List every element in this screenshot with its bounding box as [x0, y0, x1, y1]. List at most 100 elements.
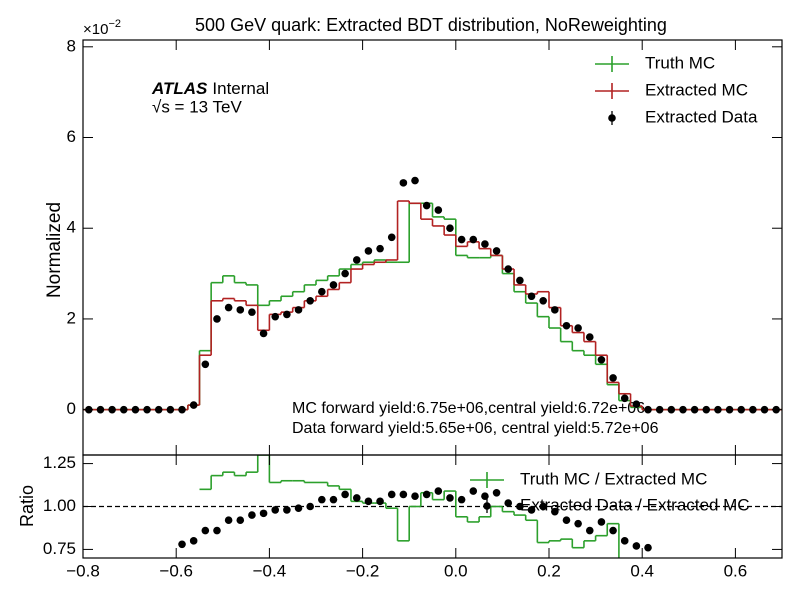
data-point: [259, 509, 268, 518]
y-axis-label: Normalized: [44, 202, 65, 298]
data-point: [539, 502, 547, 511]
data-point: [481, 492, 489, 501]
data-point: [329, 281, 338, 289]
data-point: [271, 506, 280, 514]
data-point: [259, 329, 268, 338]
annotation: Data forward yield:5.65e+06, central yie…: [292, 420, 659, 437]
data-point: [236, 516, 245, 525]
data-point: [341, 269, 349, 278]
data-point: [213, 526, 221, 535]
data-point: [609, 526, 617, 535]
y-tick-label: 4: [67, 218, 76, 237]
data-point: [492, 247, 501, 255]
data-point: [224, 516, 233, 525]
data-point: [562, 516, 571, 525]
main-plot: [83, 176, 782, 414]
data-point: [399, 490, 408, 499]
data-point: [329, 495, 338, 504]
y-tick-label: 1.00: [43, 496, 76, 515]
data-point: [387, 490, 396, 499]
y-axis-label: Ratio: [17, 485, 37, 527]
data-point: [620, 394, 629, 403]
data-point: [294, 306, 303, 314]
data-point: [294, 504, 303, 513]
data-point: [457, 235, 466, 244]
data-point: [364, 497, 373, 506]
data-point: [422, 490, 431, 499]
legend-label: Truth MC: [645, 53, 715, 72]
data-point: [376, 497, 384, 506]
multiplier-exponent: −2: [108, 18, 121, 30]
data-point: [551, 507, 559, 516]
data-point: [516, 502, 524, 511]
data-point: [352, 256, 361, 264]
data-point: [446, 224, 454, 233]
data-point: [131, 405, 140, 414]
data-point: [585, 526, 594, 535]
y-tick-label: 2: [67, 308, 76, 327]
x-tick-label: −0.8: [66, 561, 100, 580]
data-point: [434, 487, 443, 495]
data-point: [411, 492, 419, 501]
data-point: [562, 321, 571, 330]
data-point: [387, 233, 396, 242]
data-point: [644, 543, 652, 552]
data-point: [434, 206, 443, 214]
data-point: [446, 494, 454, 502]
legend-label: Extracted MC: [645, 80, 748, 99]
data-point: [411, 176, 419, 185]
data-point: [760, 405, 769, 414]
data-point: [655, 405, 664, 414]
data-point: [597, 518, 606, 526]
data-point: [352, 494, 361, 502]
x-tick-label: 0.6: [724, 561, 748, 580]
data-point: [201, 360, 210, 369]
ratio-plot: [83, 455, 782, 558]
data-point: [224, 303, 233, 312]
data-point: [667, 405, 676, 414]
legend-label: Extracted Data: [645, 107, 758, 126]
data-point: [737, 405, 746, 414]
data-point: [609, 374, 617, 382]
legend-label: Extracted Data / Extracted MC: [520, 495, 750, 514]
experiment: ATLAS: [151, 79, 208, 98]
data-point: [551, 306, 559, 314]
status: Internal: [212, 79, 269, 98]
data-point: [632, 400, 641, 409]
data-point: [504, 499, 513, 507]
axes: 0 2 4 6 8 Truth MC Extracted MC Extracted Data 0…: [43, 36, 782, 580]
x-tick-label: −0.6: [159, 561, 193, 580]
annotation: MC forward yield:6.75e+06,central yield:…: [292, 400, 645, 417]
data-point: [143, 405, 151, 414]
data-point: [422, 201, 431, 210]
data-point: [714, 405, 722, 414]
data-point: [248, 308, 256, 316]
y-tick-label: 6: [67, 127, 76, 146]
data-point: [318, 287, 326, 296]
x-tick-label: −0.2: [346, 561, 380, 580]
data-point: [213, 315, 221, 323]
data-point: [574, 519, 582, 528]
data-point: [189, 537, 198, 545]
data-point: [201, 526, 210, 535]
data-point: [306, 502, 314, 511]
data-point: [690, 405, 699, 414]
data-point: [399, 179, 408, 187]
data-point: [749, 405, 757, 414]
data-point: [178, 405, 186, 414]
y-tick-label: 0.75: [43, 539, 76, 558]
data-point: [178, 540, 186, 549]
data-point: [620, 537, 629, 545]
data-point: [492, 488, 501, 497]
y-tick-label: 1.25: [43, 453, 76, 472]
data-point: [283, 506, 291, 514]
axis-multiplier: ×10−2: [83, 18, 121, 38]
data-point: [504, 265, 513, 273]
x-tick-label: 0.2: [537, 561, 561, 580]
data-point: [527, 292, 536, 301]
data-point: [341, 490, 349, 499]
y-tick-label: 0: [67, 399, 76, 418]
data-point: [119, 405, 128, 414]
data-point: [585, 333, 594, 341]
